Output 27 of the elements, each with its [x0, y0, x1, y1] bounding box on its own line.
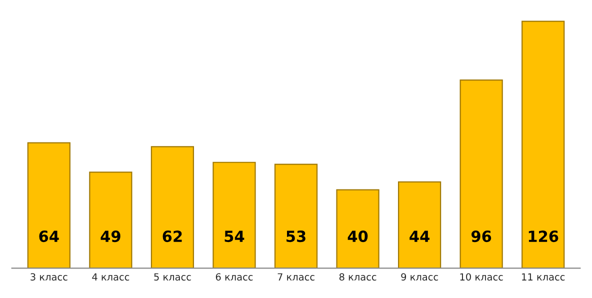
x-tick-label: 4 класс: [92, 273, 130, 281]
data-label: 96: [471, 230, 492, 242]
bar: [150, 146, 194, 268]
bar: [522, 20, 565, 268]
bar: [27, 142, 70, 268]
data-label: 54: [224, 230, 244, 242]
bar: [274, 164, 318, 268]
bar: [336, 189, 380, 268]
x-tick-label: 6 класс: [216, 273, 253, 281]
data-label: 126: [528, 230, 558, 242]
data-label: 64: [39, 230, 59, 242]
data-label: 44: [410, 230, 430, 242]
bar: [212, 162, 256, 268]
data-label: 53: [286, 230, 306, 242]
data-label: 49: [100, 230, 120, 242]
x-tick-label: 5 класс: [154, 273, 191, 281]
data-label: 40: [348, 230, 368, 242]
bar: [460, 80, 503, 268]
x-tick-label: 8 класс: [339, 273, 376, 281]
x-tick-label: 11 класс: [522, 273, 565, 281]
bar: [398, 181, 442, 268]
bar: [89, 172, 132, 268]
data-label: 62: [162, 230, 182, 242]
x-tick-label: 3 класс: [30, 273, 68, 281]
x-tick-label: 10 класс: [460, 273, 503, 281]
x-tick-label: 7 класс: [278, 273, 314, 281]
x-tick-label: 9 класс: [401, 273, 438, 281]
